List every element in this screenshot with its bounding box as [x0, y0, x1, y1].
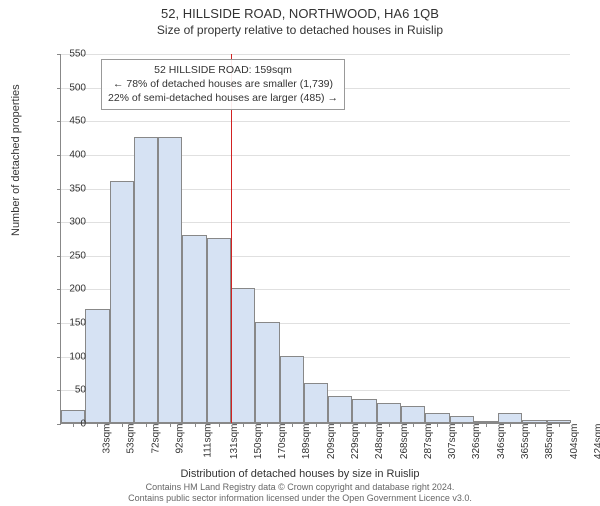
- histogram-bar: [328, 396, 352, 423]
- histogram-bar: [498, 413, 522, 423]
- y-tick-label: 500: [56, 82, 86, 93]
- y-tick-label: 100: [56, 351, 86, 362]
- x-tick-label: 268sqm: [399, 424, 410, 460]
- x-tick-label: 287sqm: [423, 424, 434, 460]
- x-tick-mark: [195, 423, 196, 427]
- histogram-bar: [255, 322, 279, 423]
- annotation-property: 52 HILLSIDE ROAD: 159sqm: [108, 63, 338, 77]
- x-tick-label: 33sqm: [102, 424, 113, 454]
- x-tick-label: 150sqm: [253, 424, 264, 460]
- histogram-bar: [377, 403, 401, 423]
- histogram-bar: [450, 416, 474, 423]
- x-tick-mark: [316, 423, 317, 427]
- x-tick-mark: [437, 423, 438, 427]
- grid-line: [61, 54, 570, 55]
- histogram-bar: [352, 399, 376, 423]
- x-tick-mark: [535, 423, 536, 427]
- page-title: 52, HILLSIDE ROAD, NORTHWOOD, HA6 1QB: [0, 6, 600, 21]
- histogram-bar: [207, 238, 231, 423]
- x-tick-mark: [340, 423, 341, 427]
- x-tick-label: 404sqm: [569, 424, 580, 460]
- x-tick-mark: [559, 423, 560, 427]
- x-tick-mark: [510, 423, 511, 427]
- x-tick-mark: [365, 423, 366, 427]
- x-tick-label: 307sqm: [447, 424, 458, 460]
- annotation-left: ← 78% of detached houses are smaller (1,…: [108, 77, 338, 91]
- y-tick-label: 550: [56, 49, 86, 60]
- x-tick-label: 326sqm: [472, 424, 483, 460]
- grid-line: [61, 121, 570, 122]
- histogram-bar: [425, 413, 449, 423]
- y-tick-label: 350: [56, 183, 86, 194]
- histogram-bar: [401, 406, 425, 423]
- y-axis-label: Number of detached properties: [10, 84, 22, 236]
- y-tick-label: 300: [56, 217, 86, 228]
- y-tick-label: 450: [56, 116, 86, 127]
- histogram-bar: [182, 235, 206, 423]
- histogram-bar: [280, 356, 304, 423]
- x-tick-label: 170sqm: [277, 424, 288, 460]
- x-tick-label: 229sqm: [350, 424, 361, 460]
- footer-line-1: Contains HM Land Registry data © Crown c…: [0, 482, 600, 493]
- y-tick-label: 50: [56, 385, 86, 396]
- x-tick-mark: [146, 423, 147, 427]
- x-tick-label: 189sqm: [302, 424, 313, 460]
- x-tick-mark: [267, 423, 268, 427]
- chart-footer: Contains HM Land Registry data © Crown c…: [0, 482, 600, 505]
- x-tick-label: 385sqm: [544, 424, 555, 460]
- x-axis-label: Distribution of detached houses by size …: [0, 468, 600, 480]
- histogram-bar: [304, 383, 328, 423]
- x-tick-label: 92sqm: [175, 424, 186, 454]
- x-tick-label: 346sqm: [496, 424, 507, 460]
- histogram-bar: [85, 309, 109, 423]
- x-tick-mark: [219, 423, 220, 427]
- x-tick-label: 209sqm: [326, 424, 337, 460]
- y-tick-label: 250: [56, 250, 86, 261]
- histogram-bar: [158, 137, 182, 423]
- x-tick-label: 424sqm: [593, 424, 600, 460]
- histogram-chart: 33sqm53sqm72sqm92sqm111sqm131sqm150sqm17…: [60, 54, 570, 424]
- x-tick-mark: [170, 423, 171, 427]
- y-tick-label: 200: [56, 284, 86, 295]
- x-tick-label: 111sqm: [203, 424, 214, 458]
- annotation-right: 22% of semi-detached houses are larger (…: [108, 91, 338, 105]
- x-tick-mark: [97, 423, 98, 427]
- x-tick-label: 72sqm: [150, 424, 161, 454]
- x-tick-label: 365sqm: [520, 424, 531, 460]
- x-tick-label: 248sqm: [374, 424, 385, 460]
- x-tick-mark: [243, 423, 244, 427]
- x-tick-mark: [122, 423, 123, 427]
- x-tick-mark: [486, 423, 487, 427]
- page-subtitle: Size of property relative to detached ho…: [0, 23, 600, 37]
- histogram-bar: [110, 181, 134, 423]
- footer-line-2: Contains public sector information licen…: [0, 493, 600, 504]
- x-tick-mark: [462, 423, 463, 427]
- y-tick-label: 0: [56, 419, 86, 430]
- x-tick-mark: [389, 423, 390, 427]
- x-tick-label: 53sqm: [126, 424, 137, 454]
- x-tick-label: 131sqm: [229, 424, 240, 460]
- histogram-bar: [134, 137, 158, 423]
- histogram-bar: [231, 288, 255, 423]
- x-tick-mark: [413, 423, 414, 427]
- y-tick-label: 400: [56, 149, 86, 160]
- y-tick-label: 150: [56, 318, 86, 329]
- annotation-box: 52 HILLSIDE ROAD: 159sqm← 78% of detache…: [101, 59, 345, 110]
- x-tick-mark: [292, 423, 293, 427]
